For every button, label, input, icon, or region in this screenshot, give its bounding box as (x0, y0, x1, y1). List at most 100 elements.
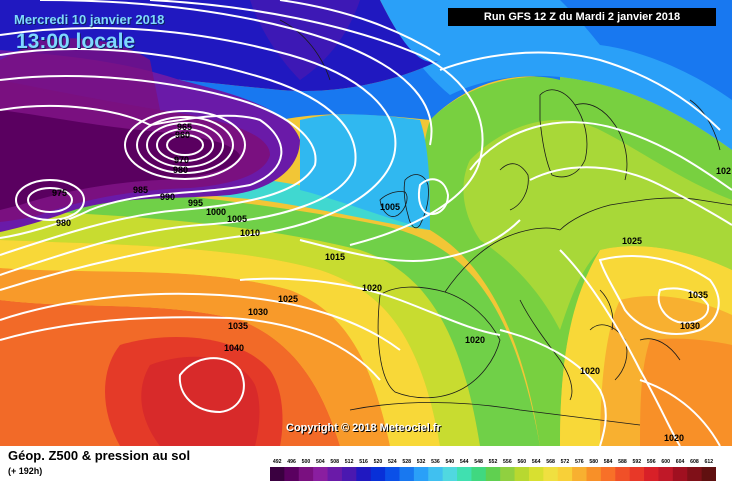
scale-label: 512 (345, 459, 354, 465)
scale-swatch (687, 467, 703, 481)
scale-swatch (442, 467, 458, 481)
legend-subtitle: (+ 192h) (8, 466, 43, 476)
scale-swatch (528, 467, 544, 481)
scale-label: 608 (690, 459, 699, 465)
legend-footer: Géop. Z500 & pression au sol (+ 192h) 49… (0, 446, 732, 488)
scale-label: 612 (704, 459, 713, 465)
isobar-label: 1020 (465, 335, 485, 345)
isobar-label: 965 (177, 122, 192, 132)
isobar-label: 1020 (362, 283, 382, 293)
scale-swatch (658, 467, 674, 481)
scale-swatch (672, 467, 688, 481)
scale-label: 532 (417, 459, 426, 465)
scale-swatch (457, 467, 472, 481)
scale-swatch (327, 467, 343, 481)
scale-swatch (370, 467, 386, 481)
scale-label: 516 (359, 459, 368, 465)
scale-label: 552 (489, 459, 498, 465)
scale-swatch (270, 467, 285, 481)
scale-label: 564 (532, 459, 541, 465)
scale-swatch (428, 467, 444, 481)
scale-swatch (413, 467, 429, 481)
isobar-label: 1020 (664, 433, 684, 443)
isobar-label: 1035 (688, 290, 708, 300)
scale-label: 504 (316, 459, 325, 465)
isobar-label: 970 (174, 155, 189, 165)
isobar-label: 1015 (325, 252, 345, 262)
scale-swatch (600, 467, 616, 481)
isobar-lines (0, 0, 732, 446)
isobar-label: 1005 (227, 214, 247, 224)
scale-label: 544 (460, 459, 469, 465)
scale-label: 540 (446, 459, 455, 465)
isobar-label: 1030 (248, 307, 268, 317)
isobar-label: 1035 (228, 321, 248, 331)
scale-label: 572 (561, 459, 570, 465)
copyright: Copyright © 2018 Meteociel.fr (286, 422, 441, 434)
forecast-time: 13:00 locale (16, 30, 136, 53)
scale-swatch (356, 467, 372, 481)
isobar-label: 1010 (240, 228, 260, 238)
scale-swatch (543, 467, 559, 481)
scale-swatch (586, 467, 602, 481)
scale-swatch (399, 467, 415, 481)
scale-swatch (485, 467, 501, 481)
scale-swatch (385, 467, 400, 481)
isobar-label: 990 (160, 192, 175, 202)
isobar-label: 980 (173, 165, 188, 175)
isobar-label: 980 (56, 218, 71, 228)
scale-swatch (298, 467, 314, 481)
scale-label: 500 (302, 459, 311, 465)
scale-swatch (341, 467, 357, 481)
scale-label: 548 (474, 459, 483, 465)
isobar-label: 1005 (380, 202, 400, 212)
forecast-date: Mercredi 10 janvier 2018 (14, 12, 165, 27)
scale-label: 528 (402, 459, 411, 465)
scale-label: 524 (388, 459, 397, 465)
forecast-map: 975 980 960 965 970 980 985 990 995 1000… (0, 0, 732, 446)
scale-label: 592 (633, 459, 642, 465)
legend-title: Géop. Z500 & pression au sol (8, 448, 191, 463)
scale-swatch (500, 467, 516, 481)
scale-label: 588 (618, 459, 627, 465)
isobar-label: 1025 (278, 294, 298, 304)
scale-label: 536 (431, 459, 440, 465)
isobar-label: 1040 (224, 343, 244, 353)
isobar-label: 1000 (206, 207, 226, 217)
scale-swatch (572, 467, 588, 481)
isobar-label: 1020 (580, 366, 600, 376)
isobar-label: 960 (175, 130, 190, 140)
isobar-label: 1030 (680, 321, 700, 331)
coastlines (279, 19, 732, 426)
scale-label: 560 (517, 459, 526, 465)
isobar-label: 975 (52, 188, 67, 198)
scale-label: 568 (546, 459, 555, 465)
scale-label: 492 (273, 459, 282, 465)
scale-label: 596 (647, 459, 656, 465)
scale-label: 600 (661, 459, 670, 465)
color-scale: 492 496 500 504 508 512 516 520 524 528 532 536 540 5… (270, 459, 716, 481)
scale-label: 584 (604, 459, 613, 465)
isobar-label: 1025 (622, 236, 642, 246)
isobar-label: 102 (716, 166, 731, 176)
scale-label: 520 (374, 459, 383, 465)
isobar-label: 985 (133, 185, 148, 195)
scale-swatch (701, 467, 716, 481)
scale-swatch (514, 467, 530, 481)
scale-swatch (557, 467, 573, 481)
scale-swatch (615, 467, 631, 481)
scale-label: 496 (287, 459, 296, 465)
isobar-label: 995 (188, 198, 203, 208)
scale-swatch (284, 467, 300, 481)
scale-label: 576 (575, 459, 584, 465)
scale-swatch (471, 467, 487, 481)
run-info: Run GFS 12 Z du Mardi 2 janvier 2018 (448, 8, 716, 26)
scale-label: 556 (503, 459, 512, 465)
scale-swatch (629, 467, 645, 481)
scale-swatch (313, 467, 329, 481)
scale-swatch (644, 467, 659, 481)
scale-label: 508 (330, 459, 339, 465)
isobar-labels: 975 980 960 965 970 980 985 990 995 1000… (52, 122, 731, 443)
scale-label: 580 (589, 459, 598, 465)
scale-label: 604 (676, 459, 685, 465)
